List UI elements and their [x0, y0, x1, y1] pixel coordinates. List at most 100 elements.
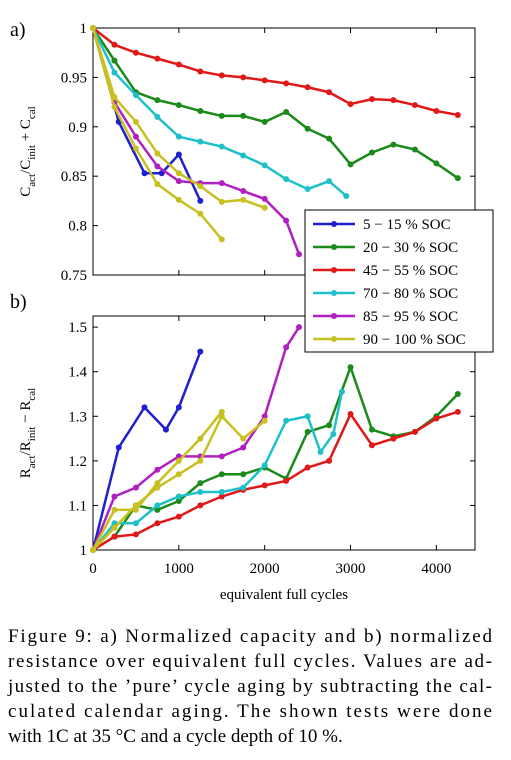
data-point [326, 178, 333, 185]
y-axis-title-part: + C [18, 119, 34, 145]
data-point [304, 186, 311, 193]
data-point [411, 146, 418, 153]
data-point [240, 74, 247, 81]
data-point [240, 188, 247, 195]
data-point [433, 160, 440, 167]
data-point [218, 72, 225, 79]
data-point [154, 506, 161, 513]
y-axis-title-part: − R [18, 401, 34, 427]
data-point [240, 444, 247, 451]
y-tick-label: 1.3 [68, 409, 87, 425]
data-point [175, 513, 182, 520]
y-tick-label: 1.1 [68, 498, 87, 514]
y-tick-label: 0.8 [68, 219, 87, 235]
series-line [91, 351, 202, 551]
data-point [218, 408, 225, 415]
y-axis-title: Cact/Cinit + Ccal [18, 106, 38, 197]
y-tick-label: 1.4 [68, 365, 87, 381]
data-point [154, 113, 161, 120]
data-point [154, 55, 161, 62]
data-point [240, 112, 247, 119]
data-point [197, 183, 204, 190]
data-point [390, 97, 397, 104]
data-point [433, 107, 440, 114]
data-point [175, 457, 182, 464]
legend-label: 90 − 100 % SOC [363, 332, 466, 348]
data-point [132, 133, 139, 140]
data-point [304, 84, 311, 91]
data-point [454, 391, 461, 397]
data-point [111, 57, 118, 64]
plot-frame [92, 27, 476, 276]
data-point [175, 178, 182, 185]
data-point [197, 435, 204, 442]
legend-marker [331, 336, 337, 342]
data-point [132, 145, 139, 152]
data-point [347, 411, 354, 418]
legend-marker [331, 267, 337, 273]
data-point [175, 102, 182, 109]
data-point [175, 61, 182, 68]
data-point [261, 482, 268, 489]
data-point [283, 176, 290, 183]
legend-label: 70 − 80 % SOC [363, 286, 458, 302]
data-point [175, 493, 182, 500]
data-point [111, 506, 118, 513]
x-tick-label: 4000 [421, 561, 451, 577]
data-point [261, 462, 268, 469]
data-point [175, 497, 182, 504]
caption-line: with 1C at 35 °C and a cycle depth of 10… [8, 726, 343, 747]
data-point [141, 404, 148, 411]
y-tick-label: 0.9 [68, 120, 87, 136]
caption-line: Figure 9: a) Normalized capacity and b) … [8, 626, 492, 647]
x-tick-label: 2000 [250, 561, 280, 577]
data-point [111, 41, 118, 48]
data-point [175, 151, 182, 158]
y-axis-title: Ract/Rinit − Rcal [18, 388, 38, 479]
series-line [92, 410, 459, 552]
data-point [154, 502, 161, 509]
data-point [240, 471, 247, 478]
data-point [175, 404, 182, 411]
data-point [368, 149, 375, 156]
y-axis-title-part: R [18, 468, 34, 478]
legend-box [304, 209, 494, 353]
data-point [154, 181, 161, 188]
data-point [240, 435, 247, 442]
data-point [132, 92, 139, 99]
data-point [261, 195, 268, 202]
data-point [111, 533, 118, 540]
data-point [261, 204, 268, 211]
data-point [326, 457, 333, 464]
data-point [433, 415, 440, 422]
data-point [283, 477, 290, 484]
data-point [283, 417, 290, 424]
data-point [304, 125, 311, 132]
data-point [261, 413, 268, 420]
y-tick-label: 1 [80, 543, 88, 559]
data-point [326, 89, 333, 96]
y-tick-label: 1.5 [68, 320, 87, 336]
data-point [175, 196, 182, 203]
data-point [132, 49, 139, 56]
caption-line: justed to the ’pure’ cycle aging by subt… [7, 676, 492, 697]
data-point [111, 493, 118, 500]
legend-marker [331, 244, 337, 250]
legend-label: 5 − 15 % SOC [363, 217, 451, 233]
data-point [132, 520, 139, 527]
data-point [218, 236, 225, 243]
data-point [197, 457, 204, 464]
panel-label: b) [10, 291, 27, 313]
data-point [218, 453, 225, 460]
data-point [197, 480, 204, 487]
data-point [111, 104, 118, 111]
plot-frame [92, 315, 476, 551]
data-point [154, 163, 161, 170]
data-point [197, 210, 204, 217]
y-tick-label: 1 [80, 21, 88, 37]
data-point [240, 152, 247, 159]
data-point [90, 547, 96, 553]
data-point [390, 141, 397, 148]
data-point [240, 484, 247, 491]
y-axis-title-subscript: cal [26, 388, 38, 401]
